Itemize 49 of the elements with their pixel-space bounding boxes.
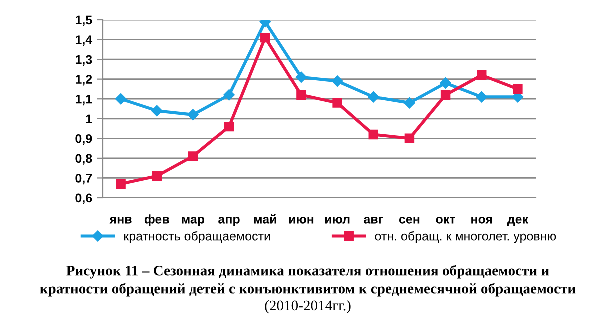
point xyxy=(368,130,378,140)
x-tick-label: июл xyxy=(325,217,350,224)
x-tick-label: июн xyxy=(289,217,314,224)
point xyxy=(332,98,342,108)
text: Рисунок 11 – Сезонная динамика показателя отношения обращаемости и xyxy=(66,265,550,279)
y-tick-label: 0,7 xyxy=(76,174,92,185)
point xyxy=(296,90,306,100)
point xyxy=(477,70,487,80)
point xyxy=(513,84,523,94)
point xyxy=(188,152,198,162)
point xyxy=(116,179,126,190)
point xyxy=(296,72,308,83)
point xyxy=(224,90,235,101)
y-tick-label: 0,8 xyxy=(76,154,92,165)
point xyxy=(332,76,344,87)
x-tick-label: апр xyxy=(218,216,240,226)
point xyxy=(440,78,452,89)
point xyxy=(476,92,488,103)
y-tick-label: 1,2 xyxy=(76,75,92,86)
x-tick-label: мар xyxy=(182,216,205,226)
y-tick-label: 0,9 xyxy=(76,134,92,146)
y-tick-label: 0,6 xyxy=(76,194,92,204)
x-tick-label: авг xyxy=(364,217,384,224)
point xyxy=(152,171,162,182)
point xyxy=(440,90,451,100)
point xyxy=(115,94,127,105)
point xyxy=(152,105,163,117)
x-tick-label: окт xyxy=(436,217,456,224)
x-tick-label: май xyxy=(254,214,276,224)
y-tick-label: 1,3 xyxy=(76,55,92,66)
y-tick-label: 1,1 xyxy=(76,95,92,106)
x-tick-label: фев xyxy=(144,214,170,226)
point xyxy=(404,134,415,144)
text: кратности обращений детей с конъюнктивитом к среднемесячной обращаемости xyxy=(40,283,576,297)
x-tick-label: янв xyxy=(110,217,132,224)
legend-label: отн. обращ. к многолет. уровню xyxy=(375,231,556,244)
x-tick-label: сен xyxy=(399,217,420,224)
point xyxy=(260,32,270,43)
point xyxy=(224,122,234,132)
x-tick-label: ноя xyxy=(472,217,492,224)
y-tick-label: 1 xyxy=(86,114,92,124)
y-tick-label: 1,5 xyxy=(76,16,92,26)
x-tick-label: дек xyxy=(507,217,529,226)
point xyxy=(188,109,199,121)
point xyxy=(368,92,380,103)
text: (2010-2014гг.) xyxy=(265,300,351,314)
y-tick-label: 1,4 xyxy=(76,36,93,46)
point xyxy=(404,97,416,109)
legend-label: кратность обращаемости xyxy=(124,231,270,244)
